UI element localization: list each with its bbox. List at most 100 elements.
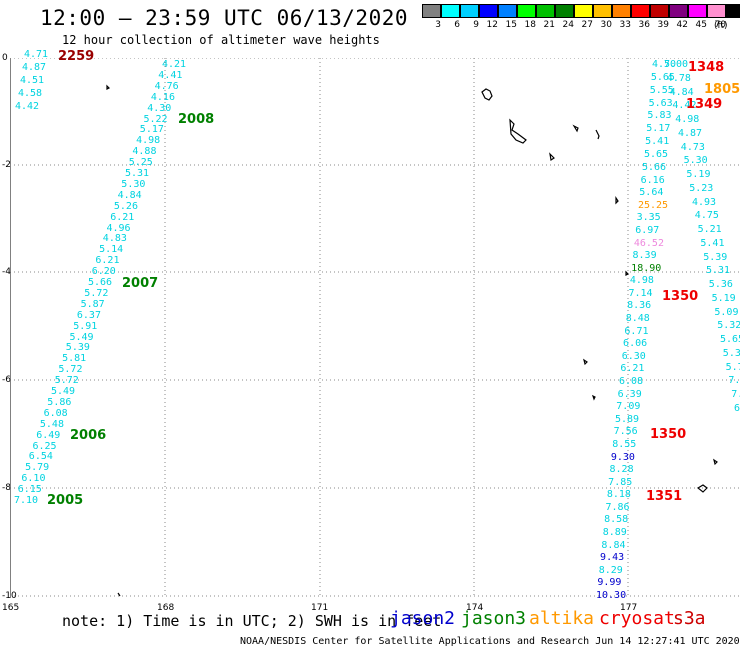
wave-height-label: 6.21 <box>95 255 120 267</box>
wave-height-label: 8.36 <box>627 300 652 312</box>
wave-height-label: 5.55 <box>649 84 674 96</box>
wave-height-label: 4.98 <box>629 275 654 287</box>
legend-tick-label: 15 <box>505 20 517 30</box>
wave-height-label: 4.84 <box>669 86 694 98</box>
wave-height-label: 8.29 <box>598 564 623 576</box>
wave-height-label: 5.83 <box>647 110 672 122</box>
wave-height-label: 5.30 <box>683 155 708 167</box>
wave-height-label: 5.39 <box>703 251 728 263</box>
legend-tick-label: 6 <box>454 20 460 30</box>
wave-height-label: 8.58 <box>604 514 629 526</box>
legend-swatch <box>422 4 441 18</box>
legend-tick-label: 24 <box>562 20 574 30</box>
wave-height-label: 6.39 <box>617 388 642 400</box>
legend-tick-label: 36 <box>638 20 650 30</box>
time-label-1805: 1805 <box>704 82 740 97</box>
wave-height-label: 18.90 <box>631 262 662 274</box>
x-label-168: 168 <box>157 603 175 613</box>
x-label-165: 165 <box>2 603 20 613</box>
y-label-0: 0 <box>2 53 8 63</box>
wave-height-label: 5.65 <box>644 149 669 160</box>
wave-height-label: 5.3 <box>722 347 740 359</box>
sat-s3a-label: s3a <box>673 608 706 629</box>
legend-tick-label: 42 <box>676 20 688 30</box>
y-label-minus10: -10 <box>2 591 17 601</box>
wave-height-label: 7.10 <box>14 495 39 506</box>
legend-units: (ft) <box>714 21 728 31</box>
wave-height-label: 5.09 <box>714 306 739 318</box>
wave-height-label: 5.89 <box>614 413 640 425</box>
wave-height-label: 4.75 <box>694 210 719 222</box>
wave-height-label: 7.56 <box>613 426 638 438</box>
legend-swatch <box>460 4 479 18</box>
legend-ticks: 3 6 9 12 15 18 21 24 27 30 33 36 39 42 45 70 <box>422 20 740 30</box>
legend-swatch <box>517 4 536 18</box>
wave-height-label: 4.51 <box>20 75 45 86</box>
x-label-174: 174 <box>466 603 484 613</box>
wave-height-label: 4.58 <box>18 88 43 99</box>
wave-height-label: 4.98 <box>675 114 700 126</box>
wave-height-label: 6.30 <box>621 350 646 362</box>
sat-jason2-label: jason2 <box>390 608 456 629</box>
wave-height-label: 10.30 <box>596 590 627 601</box>
wave-height-label: 4.96 <box>106 222 131 234</box>
wave-height-label: 5.87 <box>80 298 105 310</box>
y-label-minus4: -4 <box>2 267 11 277</box>
wave-height-label: 5.26 <box>113 200 138 212</box>
legend-tick-label: 27 <box>581 20 593 30</box>
wave-height-label: 6.21 <box>110 211 135 223</box>
wave-height-label: 8.18 <box>606 489 631 501</box>
legend-swatch <box>593 4 612 18</box>
wave-height-label: 5.72 <box>54 375 79 387</box>
wave-height-label: 4.30 <box>147 102 172 114</box>
grid-lines <box>10 58 740 598</box>
wave-height-label: 5.25 <box>128 157 153 169</box>
wave-height-label: 5.21 <box>697 224 722 236</box>
wave-height-label: 5.79 <box>25 462 50 474</box>
wave-height-label: 46.52 <box>633 237 664 249</box>
wave-height-label: 4.83 <box>102 233 127 245</box>
wave-height-label: 5.41 <box>645 136 670 148</box>
wave-height-label: 5.19 <box>686 169 711 181</box>
wave-height-label: 3.35 <box>636 212 661 224</box>
legend-swatch <box>688 4 707 18</box>
wave-height-label: 5.65 <box>650 71 675 83</box>
wave-height-label: 6.20 <box>91 266 116 278</box>
time-label-2007: 2007 <box>122 276 159 291</box>
wave-height-label: 4.42 <box>15 101 40 112</box>
wave-height-label: 4.16 <box>150 91 175 103</box>
footer-note: note: 1) Time is in UTC; 2) SWH is in fe… <box>62 612 442 630</box>
wave-height-label: 5.31 <box>125 168 150 179</box>
wave-height-label: 8.39 <box>632 250 657 262</box>
wave-height-label: 5.49 <box>69 331 94 343</box>
wave-height-label: 5.36 <box>708 279 733 291</box>
footer-credit: NOAA/NESDIS Center for Satellite Applica… <box>240 636 740 647</box>
legend-tick-label: 45 <box>695 20 707 30</box>
legend-tick-label: 21 <box>543 20 555 30</box>
wave-height-label: 8.55 <box>612 438 637 450</box>
wave-height-label: 6.08 <box>619 376 644 387</box>
wave-height-label: 4.87 <box>22 62 47 73</box>
legend-swatch <box>631 4 650 18</box>
time-label-2005: 2005 <box>47 493 84 508</box>
wave-height-label: 4.73 <box>680 141 705 153</box>
wave-height-label: 5.66 <box>88 277 113 288</box>
color-legend: 3 6 9 12 15 18 21 24 27 30 33 36 39 42 45 70 (ft) <box>422 4 740 31</box>
wave-height-label: 6.71 <box>624 325 649 337</box>
wave-height-label: 5.64 <box>639 187 664 199</box>
time-label-1350-b: 1350 <box>650 427 687 442</box>
time-label-1348: 1348 <box>688 60 725 75</box>
wave-height-label: 5.41 <box>700 237 725 249</box>
legend-tick-label: 9 <box>473 20 479 30</box>
wave-height-label: 5.91 <box>73 320 98 332</box>
wave-height-label: 5.86 <box>47 396 72 408</box>
wave-height-label: 7.85 <box>608 476 633 488</box>
wave-height-label: 5.48 <box>39 418 64 430</box>
legend-swatch <box>726 4 740 18</box>
sat-jason3-label: jason3 <box>461 608 527 629</box>
wave-height-label: 6.08 <box>43 407 68 419</box>
y-label-minus6: -6 <box>2 375 11 385</box>
wave-height-label: 6 <box>734 403 740 414</box>
wave-height-label: 4.21 <box>162 59 187 70</box>
